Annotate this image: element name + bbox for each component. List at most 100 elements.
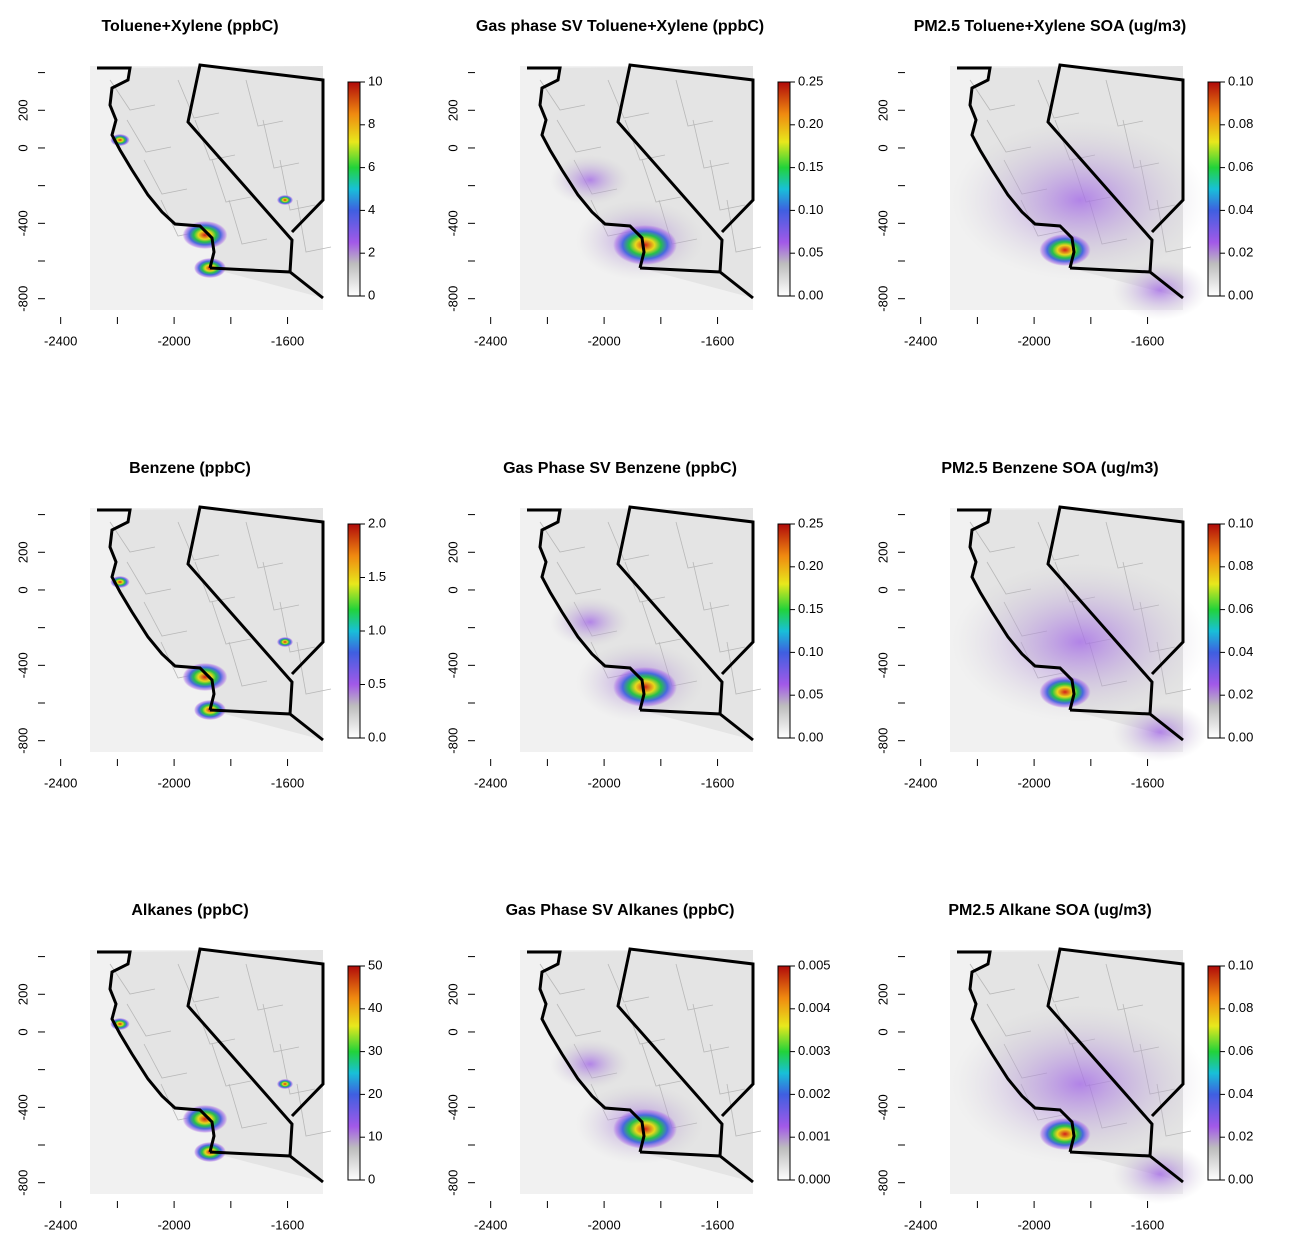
colorbar-tick-label: 0.04 [1228, 1086, 1253, 1101]
y-tick-label: -400 [445, 1094, 460, 1120]
x-tick-label: -1600 [1131, 333, 1164, 348]
coastline [97, 950, 216, 1153]
colorbar [777, 523, 791, 739]
x-tick-label: -2000 [157, 333, 190, 348]
colorbar-tick-label: 0.06 [1228, 1043, 1253, 1058]
colorbar-tick-label: 0.04 [1228, 202, 1253, 217]
panel-title: Toluene+Xylene (ppbC) [101, 18, 278, 35]
colorbar-tick-label: 1.5 [368, 569, 386, 584]
x-tick-label: -2400 [904, 1217, 937, 1232]
county-line [228, 641, 268, 687]
colorbar-tick-label: 50 [368, 957, 382, 972]
coastline [527, 66, 646, 269]
county-line [539, 963, 586, 995]
plume [182, 221, 228, 249]
county-line [109, 521, 156, 553]
y-tick-label: -800 [15, 728, 30, 754]
plume [550, 1039, 630, 1089]
colorbar-tick-label: 0.06 [1228, 601, 1253, 616]
y-tick-label: 200 [445, 99, 460, 121]
county-line [607, 79, 650, 119]
colorbar-tick-label: 0.25 [798, 515, 823, 530]
x-tick-label: -2400 [904, 333, 937, 348]
colorbar-tick-label: 0.04 [1228, 644, 1253, 659]
colorbar-tick-label: 0.5 [368, 676, 386, 691]
county-line [1037, 79, 1080, 119]
x-tick-label: -2400 [474, 333, 507, 348]
colorbar-tick-label: 0.08 [1228, 116, 1253, 131]
y-tick-label: -800 [15, 1170, 30, 1196]
county-line [296, 1083, 332, 1137]
county-line [726, 641, 762, 695]
colorbar-tick-label: 0.02 [1228, 245, 1253, 260]
county-line [539, 521, 586, 553]
county-line [556, 1003, 602, 1037]
county-line [969, 79, 1016, 111]
county-line [296, 641, 332, 695]
x-tick-label: -2000 [1017, 333, 1050, 348]
panel-title: PM2.5 Benzene SOA (ug/m3) [941, 460, 1158, 477]
county-line [675, 521, 714, 569]
y-tick-label: -400 [15, 210, 30, 236]
colorbar-tick-label: 4 [368, 202, 375, 217]
colorbar-tick-label: 0.00 [798, 729, 823, 744]
panel-title: Alkanes (ppbC) [131, 902, 248, 919]
x-tick-label: -2400 [44, 1217, 77, 1232]
y-tick-label: 200 [445, 983, 460, 1005]
y-tick-label: 200 [15, 541, 30, 563]
x-tick-label: -1600 [271, 333, 304, 348]
plume [1039, 234, 1091, 266]
plume [1112, 1144, 1208, 1204]
y-tick-label: 0 [445, 1028, 460, 1035]
panel-title: Gas Phase SV Benzene (ppbC) [503, 460, 737, 477]
plume [277, 1079, 293, 1089]
colorbar-tick-label: 0.10 [798, 202, 823, 217]
county-line [211, 1043, 252, 1087]
colorbar [1207, 523, 1221, 739]
colorbar-tick-label: 10 [368, 73, 382, 88]
colorbar-tick-label: 8 [368, 116, 375, 131]
colorbar-tick-label: 2 [368, 245, 375, 260]
county-line [245, 963, 284, 1011]
county-line [177, 521, 220, 561]
state-border [1046, 63, 1185, 300]
y-tick-label: -400 [15, 1094, 30, 1120]
plume [277, 195, 293, 205]
colorbar-tick-label: 40 [368, 1000, 382, 1015]
x-tick-label: -2000 [1017, 1217, 1050, 1232]
county-line [245, 79, 284, 127]
plume [1039, 676, 1091, 708]
x-tick-label: -2400 [474, 1217, 507, 1232]
county-line [692, 561, 730, 611]
y-tick-label: 0 [445, 144, 460, 151]
colorbar-tick-label: 0.10 [798, 644, 823, 659]
x-tick-label: -1600 [271, 1217, 304, 1232]
county-line [143, 601, 188, 637]
panel-title: Gas Phase SV Alkanes (ppbC) [506, 902, 735, 919]
y-tick-label: 0 [15, 144, 30, 151]
colorbar-tick-label: 0 [368, 287, 375, 302]
map-panel: Toluene+Xylene (ppbC) -2400 -2000 -1600 200 0… [15, 18, 382, 348]
x-tick-label: -2000 [587, 775, 620, 790]
county-line [675, 79, 714, 127]
county-line [126, 1003, 172, 1037]
y-tick-label: 0 [15, 1028, 30, 1035]
colorbar-tick-label: 0.06 [1228, 159, 1253, 174]
colorbar-tick-label: 2.0 [368, 515, 386, 530]
county-line [109, 79, 156, 111]
colorbar-tick-label: 0.00 [798, 287, 823, 302]
county-line [245, 521, 284, 569]
county-line [969, 521, 1016, 553]
coastline [97, 508, 216, 711]
coastline [97, 66, 216, 269]
map-panel: Gas phase SV Toluene+Xylene (ppbC) -2400 -… [445, 18, 823, 348]
state-border [186, 505, 325, 742]
county-line [624, 561, 666, 603]
county-line [126, 561, 172, 595]
county-line [279, 601, 316, 653]
colorbar-tick-label: 30 [368, 1043, 382, 1058]
county-line [296, 199, 332, 253]
plume [952, 1004, 1208, 1164]
x-tick-label: -1600 [271, 775, 304, 790]
coastline [527, 508, 646, 711]
